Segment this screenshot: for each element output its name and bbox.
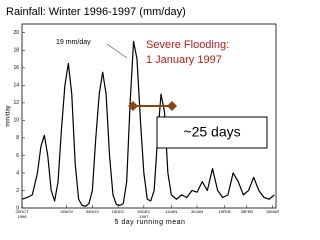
y-tick-label: 8: [16, 135, 19, 141]
y-axis-label: mm/day: [6, 105, 12, 126]
y-tick-label: 2: [16, 188, 19, 194]
y-tick-label: 6: [16, 153, 19, 159]
plot-frame: [21, 23, 277, 209]
duration-label: ~25 days: [183, 124, 240, 140]
y-tick-label: 14: [13, 83, 19, 89]
x-tick-label: 20OCT: [16, 209, 29, 214]
y-tick-label: 4: [16, 170, 19, 176]
x-tick-label: 30JAN: [191, 209, 203, 214]
flood-date: 1 January 1997: [146, 54, 222, 66]
page: {"chart_data": {"type": "line", "title":…: [5, 5, 280, 226]
y-tick-label: 0: [16, 205, 19, 211]
x-tick-year: 1996: [18, 214, 28, 219]
x-tick-label: 15MAR: [266, 209, 279, 214]
chart-title: Rainfall: Winter 1996-1997 (mm/day): [6, 6, 186, 18]
x-tick-label: 15FEB: [218, 209, 231, 214]
duration-box: [156, 116, 268, 149]
chart: Rainfall: Winter 1996-1997 (mm/day) mm/d…: [6, 6, 280, 226]
flood-annotation: Severe Flooding:: [146, 39, 229, 51]
x-tick-label: 30DEC: [137, 209, 150, 214]
y-tick-label: 16: [13, 65, 19, 71]
peak-annotation: 19 mm/day: [56, 39, 91, 46]
rainfall-line: [21, 40, 275, 207]
x-tick-label: 15DEC: [112, 209, 125, 214]
x-tick-label: 15JAN: [165, 209, 177, 214]
x-tick-label: 30NOV: [86, 209, 99, 214]
peak-pointer: [106, 43, 128, 59]
y-tick-label: 12: [13, 100, 19, 106]
duration-arrow: [128, 101, 177, 111]
y-tick-label: 18: [13, 48, 19, 54]
y-tick-label: 10: [13, 118, 19, 124]
x-tick-label: 28FEB: [241, 209, 254, 214]
y-tick-label: 20: [13, 30, 19, 36]
x-tick-year: 1997: [139, 214, 149, 219]
x-axis-label: 5 day running mean: [115, 219, 186, 226]
x-tick-label: 15NOV: [60, 209, 73, 214]
